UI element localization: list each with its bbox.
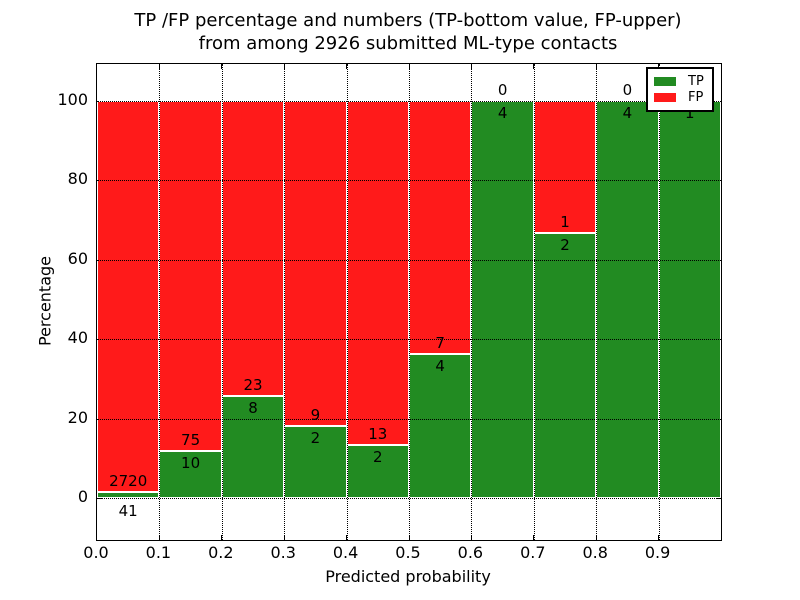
fp-count-label: 13	[368, 425, 388, 444]
plot-area: 2720417510238921327404120401	[96, 63, 722, 541]
bar-segment-fp	[409, 101, 472, 354]
v-gridline	[409, 64, 410, 540]
tp-count-label: 4	[622, 104, 633, 122]
x-tick-label: 0.7	[520, 543, 546, 562]
bar-segment-fp	[97, 101, 160, 493]
bar-segment-fp	[284, 101, 347, 426]
y-axis-label: Percentage	[35, 256, 55, 347]
tp-legend-swatch-icon	[654, 77, 676, 86]
v-gridline	[471, 64, 473, 540]
y-tick-label: 100	[57, 90, 88, 109]
fp-count-label: 7	[435, 333, 445, 352]
bar-segment-fp	[533, 101, 597, 234]
tp-count-label: 8	[248, 398, 258, 417]
chart-title-line1: TP /FP percentage and numbers (TP-bottom…	[134, 10, 682, 31]
legend-label-tp: TP	[688, 74, 704, 89]
fp-count-label: 9	[310, 405, 321, 424]
v-gridline	[284, 64, 286, 540]
x-tick-label: 0.4	[332, 543, 359, 562]
fp-count-label: 1	[560, 213, 570, 232]
tp-count-label: 2	[373, 448, 383, 467]
y-tick-label: 40	[67, 328, 88, 348]
x-tick-label: 0.3	[270, 543, 296, 562]
y-tick-label: 60	[67, 248, 88, 268]
tp-count-label: 1	[685, 104, 695, 122]
v-gridline	[346, 64, 348, 540]
x-axis-label: Predicted probability	[325, 567, 491, 586]
bar-segment-fp	[346, 101, 409, 446]
bar-segment-tp	[596, 101, 659, 498]
fp-count-label: 2720	[109, 472, 148, 491]
tp-count-label: 2	[310, 428, 321, 447]
y-tick-label: 80	[67, 169, 88, 189]
bar-segment-fp	[221, 101, 285, 396]
fp-count-label: 23	[243, 375, 263, 394]
x-tick-label: 0.8	[582, 543, 608, 562]
x-tick-label: 0.5	[395, 543, 421, 562]
legend-item-tp: TP	[654, 74, 706, 89]
fp-count-label: 75	[181, 431, 201, 450]
x-tick-label: 0.6	[457, 543, 484, 562]
v-gridline	[159, 64, 161, 540]
bar-segment-tp	[409, 353, 472, 498]
tp-count-label: 2	[560, 236, 570, 255]
tp-count-label: 4	[497, 104, 508, 122]
x-tick-label: 0.2	[208, 543, 234, 562]
legend: TP FP	[646, 67, 714, 112]
x-tick-label: 0.9	[644, 543, 671, 562]
fp-legend-swatch-icon	[654, 93, 676, 102]
v-gridline	[658, 64, 660, 540]
x-tick-label: 0.1	[145, 543, 172, 562]
bar-segment-tp	[159, 451, 222, 498]
chart-title: TP /FP percentage and numbers (TP-bottom…	[96, 9, 720, 55]
tp-count-label: 10	[181, 454, 201, 473]
v-gridline	[221, 64, 223, 540]
x-tick-label: 0.0	[83, 543, 109, 562]
bar-segment-tp	[533, 233, 597, 498]
bar-segment-fp	[159, 101, 222, 452]
y-tick-label: 0	[77, 487, 88, 506]
bar-segment-tp	[658, 101, 721, 498]
bar-segment-tp	[97, 492, 160, 498]
legend-item-fp: FP	[654, 90, 706, 105]
fp-count-label: 0	[622, 81, 633, 99]
legend-label-fp: FP	[688, 90, 704, 105]
fp-count-label: 0	[497, 81, 508, 99]
chart-title-line2: from among 2926 submitted ML-type contac…	[198, 33, 618, 54]
v-gridline	[533, 64, 535, 540]
v-gridline	[596, 64, 598, 540]
bar-segment-tp	[471, 101, 534, 498]
tp-count-label: 4	[435, 356, 445, 375]
tp-count-label: 41	[118, 502, 138, 521]
y-tick-label: 20	[67, 407, 88, 427]
